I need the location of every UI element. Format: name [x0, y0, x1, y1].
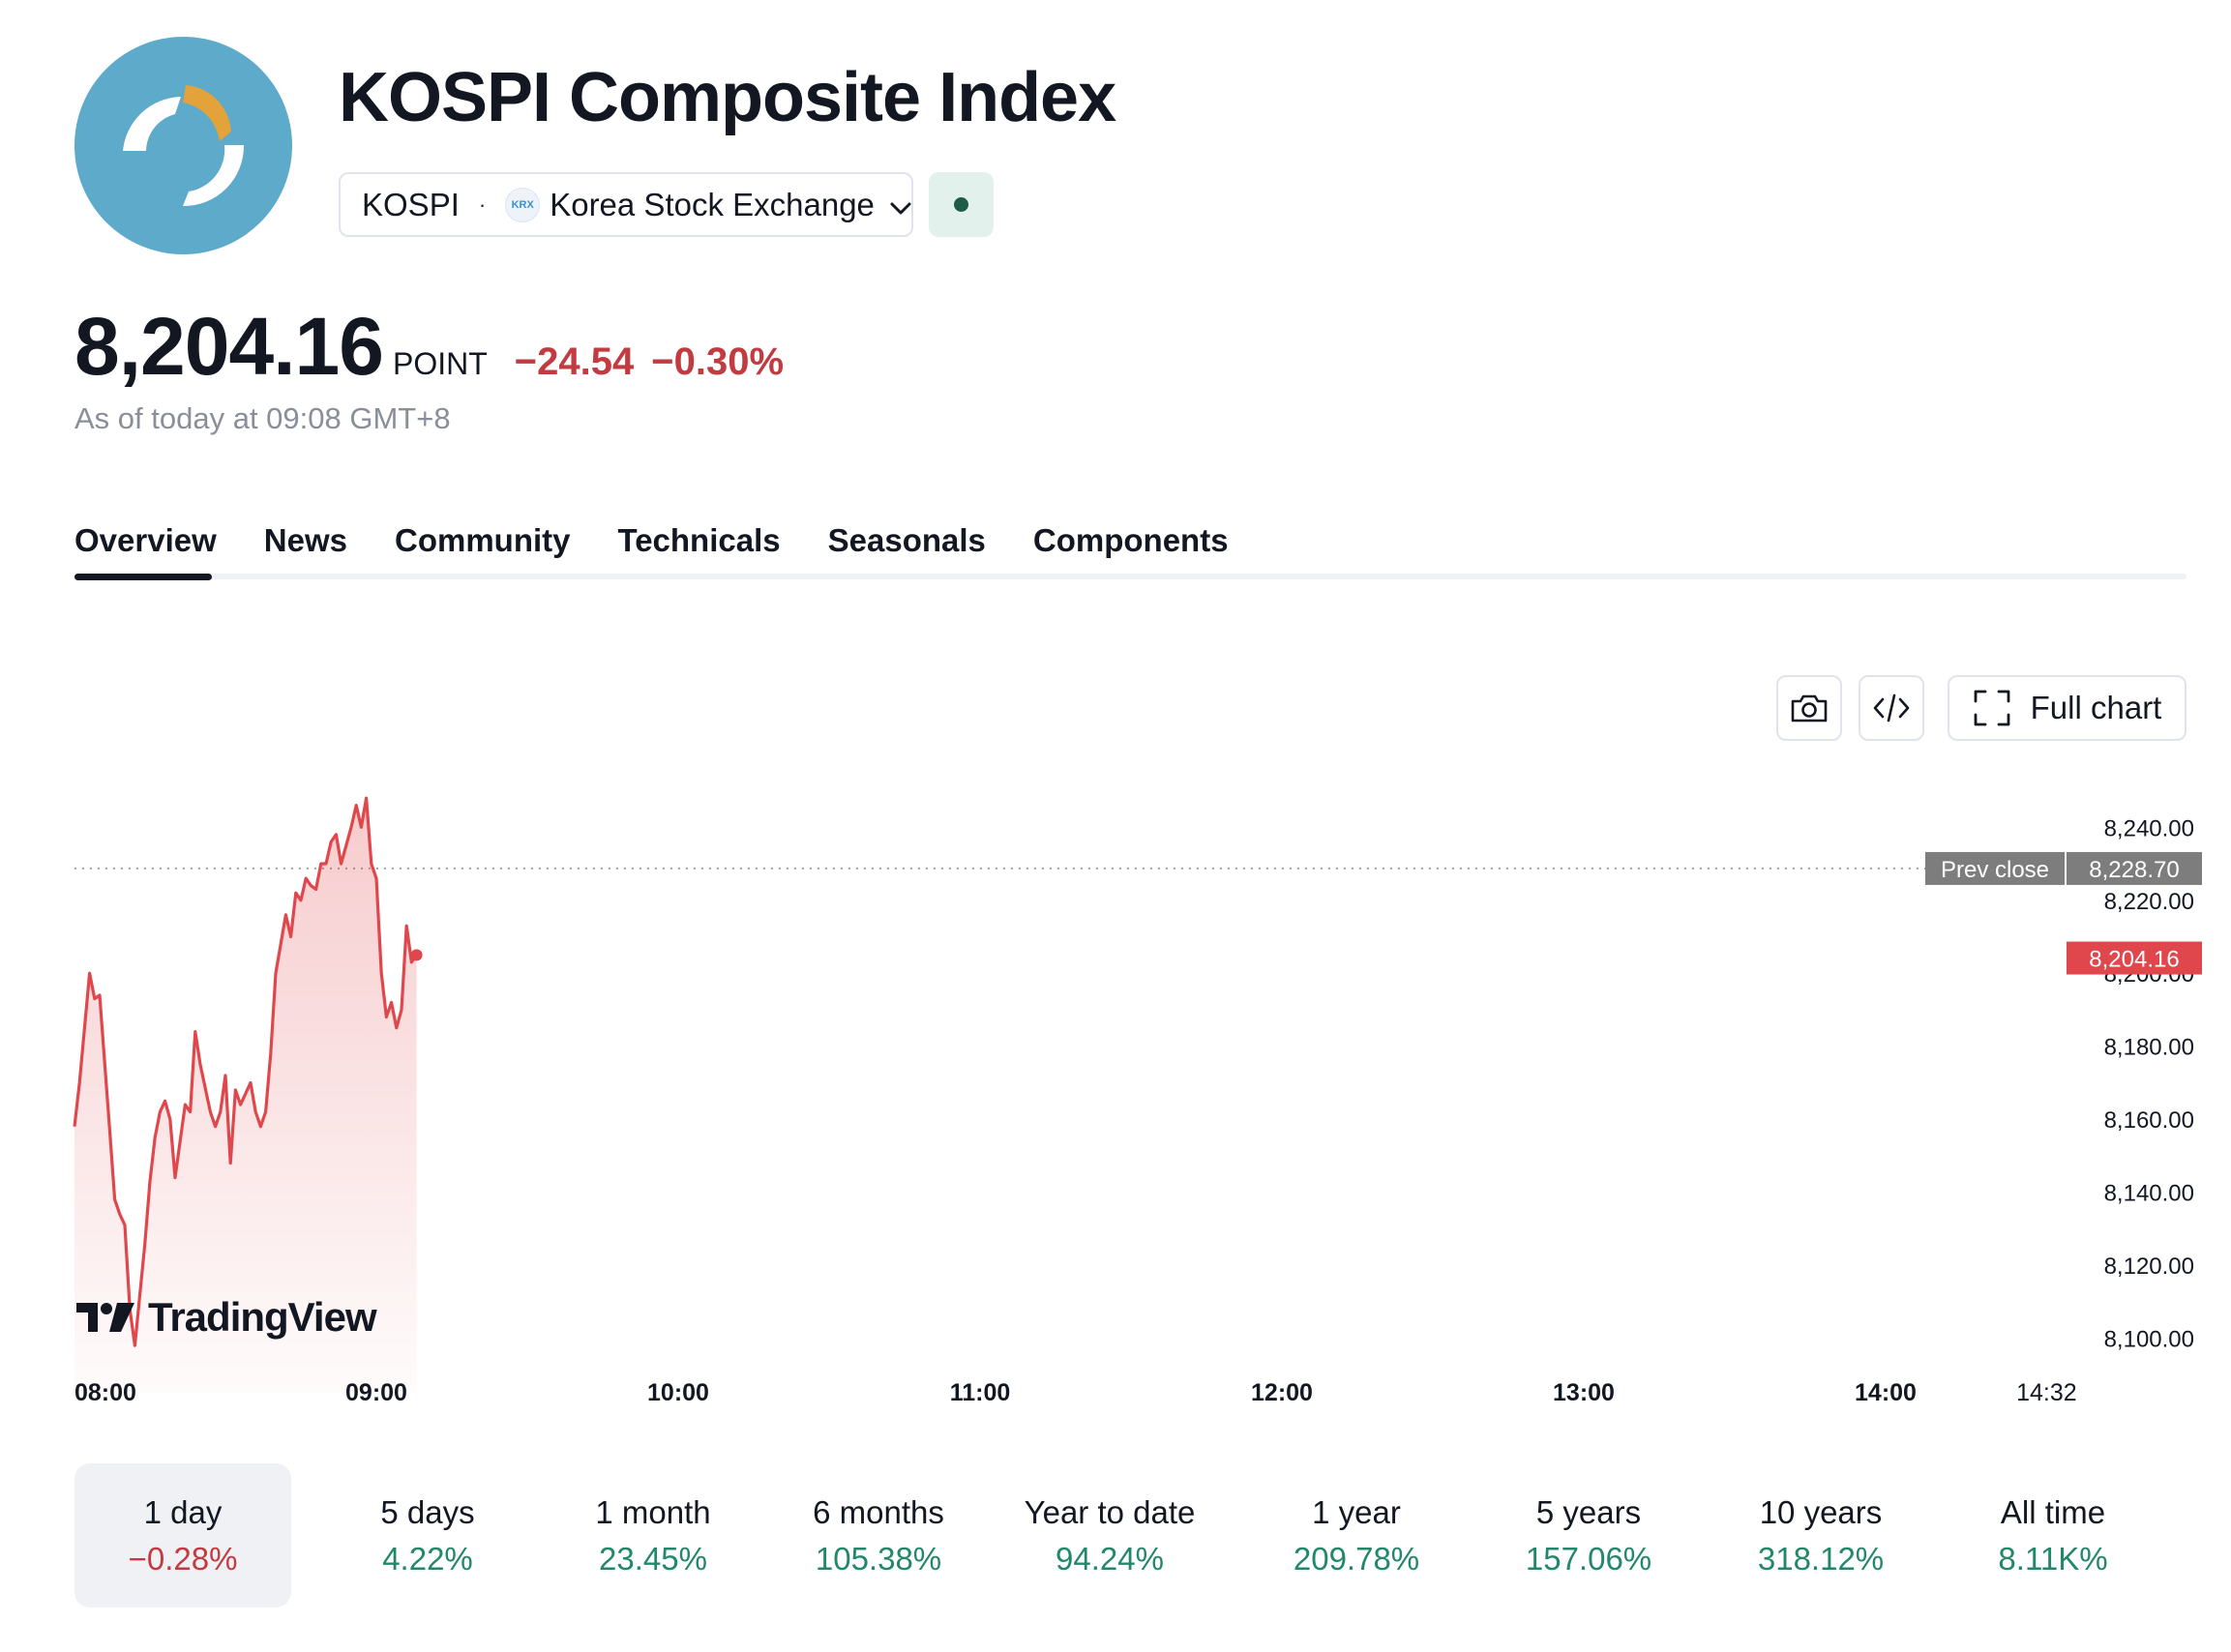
camera-icon [1791, 694, 1828, 723]
embed-button[interactable] [1859, 675, 1924, 741]
period-all-time[interactable]: All time 8.11K% [1942, 1463, 2164, 1608]
tab-components[interactable]: Components [1032, 522, 1229, 558]
kospi-logo-mark-icon [123, 85, 245, 207]
separator-dot: · [478, 192, 487, 217]
price-unit: POINT [392, 346, 488, 381]
market-status-button[interactable] [929, 172, 994, 237]
prev-close-tag [1925, 851, 2065, 885]
snapshot-button[interactable] [1776, 675, 1842, 741]
period-label: Year to date [1024, 1493, 1196, 1530]
price-change-percent: −0.30% [651, 340, 785, 383]
y-tick-label: 8,140.00 [2104, 1181, 2194, 1207]
full-chart-button[interactable]: Full chart [1948, 675, 2186, 741]
price-chart[interactable]: 8,240.008,220.008,200.008,180.008,160.00… [0, 754, 2231, 1412]
tab-seasonals[interactable]: Seasonals [827, 522, 986, 558]
tradingview-wordmark: TradingView [148, 1294, 377, 1340]
chevron-down-icon [890, 187, 911, 223]
quote-timestamp: As of today at 09:08 GMT+8 [74, 401, 451, 435]
kospi-logo [74, 37, 292, 254]
period-change: 23.45% [599, 1540, 707, 1577]
x-tick-label: 09:00 [345, 1379, 407, 1406]
x-tick-label: 13:00 [1553, 1379, 1615, 1406]
code-icon [1873, 693, 1910, 723]
y-tick-label: 8,180.00 [2104, 1035, 2194, 1061]
x-tick-label: 12:00 [1251, 1379, 1313, 1406]
x-tick-label: 08:00 [74, 1379, 136, 1406]
page-title: KOSPI Composite Index [339, 59, 1116, 136]
price-change: −24.54 [514, 340, 635, 383]
tabs-track [74, 574, 2186, 579]
period-label: 5 years [1535, 1493, 1642, 1530]
period-label: 10 years [1759, 1493, 1883, 1530]
period-6-months[interactable]: 6 months 105.38% [767, 1463, 990, 1608]
x-end-label: 14:32 [2016, 1379, 2077, 1406]
active-tab-indicator [74, 574, 212, 580]
prev-close-label: Prev close [1941, 857, 2049, 883]
period-year-to-date[interactable]: Year to date 94.24% [998, 1463, 1221, 1608]
period-label: 1 day [143, 1493, 223, 1530]
y-tick-label: 8,120.00 [2104, 1254, 2194, 1280]
last-price-tag-label: 8,204.16 [2089, 947, 2179, 973]
y-tick-label: 8,160.00 [2104, 1107, 2194, 1134]
tab-community[interactable]: Community [394, 522, 571, 558]
x-tick-label: 10:00 [647, 1379, 709, 1406]
period-1-day[interactable]: 1 day −0.28% [74, 1463, 291, 1608]
tradingview-logo[interactable]: TradingView [74, 1294, 377, 1341]
y-tick-label: 8,220.00 [2104, 889, 2194, 915]
last-price-marker [410, 949, 423, 961]
last-price-tag [2067, 941, 2202, 975]
last-price: 8,204.16 [74, 301, 384, 392]
period-1-year[interactable]: 1 year 209.78% [1245, 1463, 1468, 1608]
period-label: 5 days [380, 1493, 475, 1530]
x-tick-label: 14:00 [1855, 1379, 1917, 1406]
price-line [73, 796, 418, 1347]
tab-overview[interactable]: Overview [74, 522, 217, 558]
quote-row: 8,204.16 POINT −24.54 −0.30% [74, 300, 784, 394]
period-performance: 1 day −0.28% 5 days 4.22% 1 month 23.45% 6 mon… [74, 1463, 2186, 1608]
fullscreen-icon [1974, 690, 2010, 726]
exchange-name: Korea Stock Exchange [550, 186, 875, 222]
period-label: 6 months [813, 1493, 944, 1530]
x-tick-label: 11:00 [950, 1379, 1011, 1406]
period-change: −0.28% [128, 1540, 238, 1577]
period-label: 1 year [1312, 1493, 1401, 1530]
market-status-dot-icon [954, 197, 968, 212]
tradingview-mark-icon [76, 1303, 134, 1332]
y-tick-label: 8,240.00 [2104, 815, 2194, 841]
tab-news[interactable]: News [263, 522, 347, 558]
y-tick-label: 8,100.00 [2104, 1327, 2194, 1353]
exchange-selector[interactable]: KOSPI · KRX Korea Stock Exchange [339, 172, 913, 237]
period-change: 4.22% [382, 1540, 473, 1577]
period-change: 209.78% [1293, 1540, 1420, 1577]
prev-close-value-tag [2067, 851, 2202, 885]
full-chart-label: Full chart [2030, 690, 2162, 725]
symbol-ticker: KOSPI [362, 186, 460, 222]
period-change: 105.38% [815, 1540, 942, 1577]
period-change: 8.11K% [1998, 1540, 2108, 1577]
tab-bar: Overview News Community Technicals Seaso… [74, 522, 1229, 559]
krx-exchange-icon: KRX [505, 187, 541, 222]
period-5-years[interactable]: 5 years 157.06% [1477, 1463, 1700, 1608]
tab-technicals[interactable]: Technicals [617, 522, 781, 558]
period-label: 1 month [595, 1493, 711, 1530]
period-change: 318.12% [1757, 1540, 1885, 1577]
period-label: All time [2000, 1493, 2106, 1530]
period-change: 94.24% [1056, 1540, 1164, 1577]
period-5-days[interactable]: 5 days 4.22% [316, 1463, 539, 1608]
period-change: 157.06% [1525, 1540, 1652, 1577]
prev-close-value: 8,228.70 [2089, 857, 2179, 883]
period-10-years[interactable]: 10 years 318.12% [1710, 1463, 1932, 1608]
period-1-month[interactable]: 1 month 23.45% [542, 1463, 764, 1608]
